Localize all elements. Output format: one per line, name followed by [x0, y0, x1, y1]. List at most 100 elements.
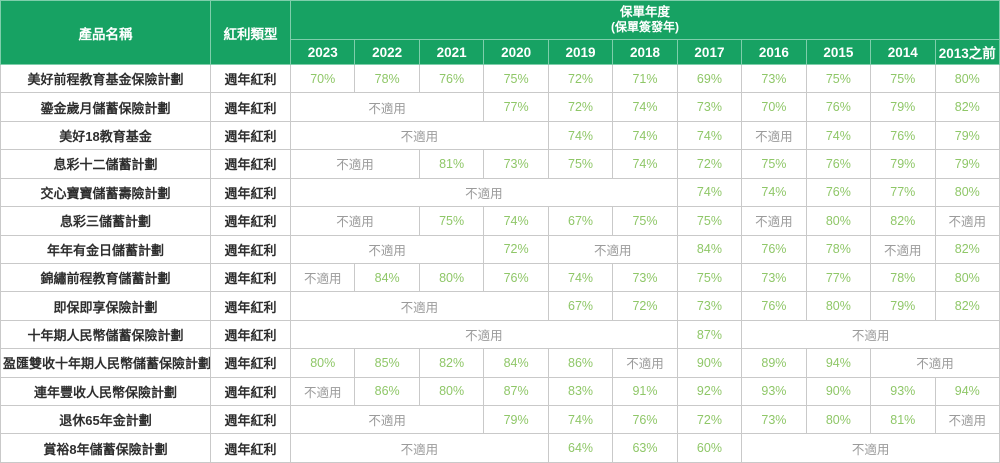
ratio-value-cell: 74%	[612, 149, 678, 179]
ratio-value-cell: 82%	[934, 234, 1000, 264]
ratio-value-cell: 84%	[354, 262, 420, 293]
ratio-value-cell: 77%	[805, 262, 872, 293]
ratio-value-cell: 76%	[483, 262, 549, 293]
policy-year-title: 保單年度	[619, 4, 670, 19]
ratio-value-cell: 72%	[547, 63, 614, 94]
ratio-value-cell: 82%	[934, 92, 1000, 122]
table-header: 產品名稱 紅利類型 保單年度 (保單簽發年) 2023 2022 2021 20…	[0, 0, 1000, 65]
ratio-value-cell: 82%	[870, 206, 936, 236]
year-header-row: 2023 2022 2021 2020 2019 2018 2017 2016 …	[1, 39, 1000, 65]
ratio-value-cell: 63%	[612, 433, 678, 463]
table-row: 息彩十二儲蓄計劃 週年紅利 不適用 81% 73% 75% 74% 72% 75% 76% 79% 7…	[0, 149, 1000, 179]
product-name-cell: 年年有金日儲蓄計劃	[0, 234, 211, 264]
ratio-value-cell: 75%	[805, 63, 872, 94]
not-applicable-cell: 不適用	[289, 234, 485, 264]
ratio-value-cell: 74%	[676, 177, 743, 208]
ratio-value-cell: 76%	[418, 63, 485, 94]
ratio-value-cell: 79%	[870, 291, 936, 321]
dividend-type-cell: 週年紅利	[210, 206, 291, 236]
ratio-value-cell: 75%	[741, 149, 807, 179]
ratio-value-cell: 73%	[676, 291, 743, 321]
ratio-value-cell: 73%	[741, 63, 807, 94]
not-applicable-cell: 不適用	[289, 92, 485, 122]
not-applicable-cell: 不適用	[547, 234, 678, 264]
product-name-header: 產品名稱	[0, 0, 211, 65]
year-header-pre2013: 2013之前	[934, 39, 1000, 65]
ratio-value-cell: 94%	[934, 376, 1000, 407]
ratio-value-cell: 77%	[870, 177, 936, 208]
not-applicable-cell: 不適用	[934, 405, 1000, 435]
table-row: 十年期人民幣儲蓄保險計劃 週年紅利 不適用 87% 不適用	[0, 319, 1000, 350]
product-name-cell: 息彩三儲蓄計劃	[0, 206, 211, 236]
ratio-value-cell: 73%	[612, 262, 678, 293]
dividend-type-cell: 週年紅利	[210, 376, 291, 407]
ratio-value-cell: 91%	[612, 376, 678, 407]
not-applicable-cell: 不適用	[290, 433, 549, 463]
year-header-2014: 2014	[870, 39, 936, 65]
ratio-value-cell: 75%	[870, 63, 936, 94]
product-name-cell: 連年豐收人民幣保險計劃	[0, 376, 211, 407]
ratio-value-cell: 64%	[547, 433, 614, 463]
ratio-value-cell: 71%	[612, 63, 678, 94]
year-header-2016: 2016	[741, 39, 807, 65]
ratio-value-cell: 86%	[547, 348, 614, 378]
year-header-2021: 2021	[418, 39, 485, 65]
ratio-value-cell: 84%	[483, 348, 549, 378]
ratio-value-cell: 76%	[612, 405, 678, 435]
not-applicable-cell: 不適用	[290, 177, 678, 208]
not-applicable-cell: 不適用	[290, 291, 549, 321]
not-applicable-cell: 不適用	[741, 120, 807, 151]
table-row: 息彩三儲蓄計劃 週年紅利 不適用 75% 74% 67% 75% 75% 不適用 80% 82% 不適…	[0, 206, 1000, 236]
ratio-value-cell: 86%	[354, 376, 420, 407]
ratio-value-cell: 80%	[934, 63, 1000, 94]
ratio-value-cell: 74%	[547, 262, 614, 293]
ratio-value-cell: 75%	[418, 206, 485, 236]
ratio-value-cell: 75%	[676, 206, 743, 236]
ratio-value-cell: 80%	[805, 291, 872, 321]
not-applicable-cell: 不適用	[290, 149, 420, 179]
ratio-value-cell: 87%	[676, 319, 743, 350]
dividend-type-cell: 週年紅利	[210, 177, 291, 208]
ratio-value-cell: 60%	[676, 433, 743, 463]
ratio-value-cell: 92%	[676, 376, 743, 407]
ratio-value-cell: 74%	[547, 405, 614, 435]
ratio-value-cell: 76%	[741, 291, 807, 321]
table-row: 賞裕8年儲蓄保險計劃 週年紅利 不適用 64% 63% 60% 不適用	[0, 433, 1000, 463]
ratio-value-cell: 72%	[547, 92, 614, 122]
dividend-type-cell: 週年紅利	[210, 433, 291, 463]
product-name-cell: 美好18教育基金	[0, 120, 211, 151]
policy-year-group-header: 保單年度 (保單簽發年)	[290, 0, 1000, 40]
year-header-2018: 2018	[612, 39, 678, 65]
not-applicable-cell: 不適用	[290, 120, 549, 151]
not-applicable-cell: 不適用	[290, 319, 678, 350]
year-header-2019: 2019	[547, 39, 614, 65]
not-applicable-cell: 不適用	[870, 348, 1000, 378]
ratio-value-cell: 75%	[676, 262, 743, 293]
not-applicable-cell: 不適用	[741, 319, 1000, 350]
ratio-value-cell: 82%	[418, 348, 485, 378]
ratio-value-cell: 78%	[870, 262, 936, 293]
ratio-value-cell: 76%	[805, 92, 872, 122]
ratio-value-cell: 83%	[547, 376, 614, 407]
year-header-2022: 2022	[354, 39, 420, 65]
product-name-cell: 美好前程教育基金保險計劃	[0, 63, 211, 94]
year-header-2015: 2015	[805, 39, 872, 65]
not-applicable-cell: 不適用	[741, 433, 1000, 463]
product-name-cell: 鎏金歲月儲蓄保險計劃	[0, 92, 211, 122]
ratio-value-cell: 70%	[289, 63, 356, 94]
ratio-value-cell: 93%	[870, 376, 936, 407]
ratio-value-cell: 75%	[483, 63, 549, 94]
ratio-value-cell: 72%	[483, 234, 549, 264]
table-row: 錦繡前程教育儲蓄計劃 週年紅利 不適用 84% 80% 76% 74% 73% 75% 73% 77…	[0, 262, 1000, 293]
product-name-cell: 即保即享保險計劃	[0, 291, 211, 321]
not-applicable-cell: 不適用	[290, 206, 420, 236]
ratio-value-cell: 76%	[741, 234, 807, 264]
ratio-value-cell: 74%	[547, 120, 614, 151]
ratio-value-cell: 73%	[676, 92, 743, 122]
ratio-value-cell: 80%	[934, 177, 1000, 208]
ratio-value-cell: 74%	[805, 120, 872, 151]
ratio-value-cell: 72%	[676, 405, 743, 435]
ratio-value-cell: 77%	[483, 92, 549, 122]
ratio-value-cell: 93%	[741, 376, 807, 407]
